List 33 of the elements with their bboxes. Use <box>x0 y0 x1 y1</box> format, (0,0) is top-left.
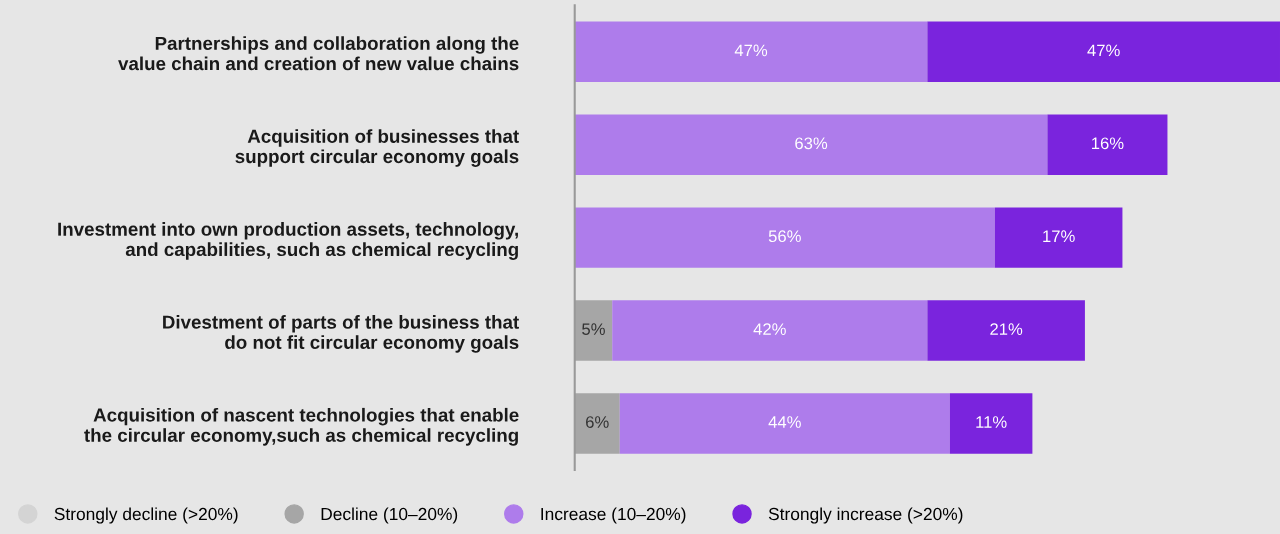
bar <box>574 21 928 82</box>
bar <box>1047 114 1168 175</box>
data-label: 47% <box>1087 44 1120 57</box>
data-label: 16% <box>1092 137 1124 150</box>
data-label: 56% <box>768 230 801 243</box>
legend-label: Strongly decline (>20%) <box>54 507 238 524</box>
bar <box>574 114 1048 175</box>
bar <box>927 21 1280 82</box>
bar <box>612 300 928 361</box>
y-tick-label: Partnerships and collaboration along the value chain and creation of new value chains <box>118 36 519 71</box>
bar <box>574 393 620 454</box>
data-label: 6% <box>586 416 609 428</box>
legend-label: Decline (10–20%) <box>321 507 458 524</box>
legend-label: Increase (10–20%) <box>541 507 686 524</box>
bar <box>574 207 995 268</box>
data-label: 11% <box>976 416 1007 428</box>
data-label: 21% <box>990 323 1023 335</box>
data-label: 5% <box>582 323 605 336</box>
data-label: 47% <box>734 44 768 57</box>
bar <box>994 207 1123 268</box>
y-tick-label: Acquisition of nascent technologies that enable the circular economy,such as chemical recycling <box>84 407 519 446</box>
bar <box>619 393 950 454</box>
data-label: 44% <box>768 416 801 428</box>
legend-label: Strongly increase (>20%) <box>768 507 963 524</box>
data-label: 17% <box>1043 230 1075 243</box>
data-label: 42% <box>753 323 786 335</box>
y-tick-label: Divestment of parts of the business that do not fit circular economy goals <box>163 315 519 353</box>
bar <box>949 393 1033 454</box>
bar <box>927 300 1085 361</box>
data-label: 63% <box>795 137 828 150</box>
y-tick-label: Acquisition of businesses that support circular economy goals <box>235 129 519 167</box>
bar <box>574 300 613 361</box>
y-tick-label: Investment into own production assets, technology, and capabilities, such as chemical recycling <box>58 222 518 260</box>
